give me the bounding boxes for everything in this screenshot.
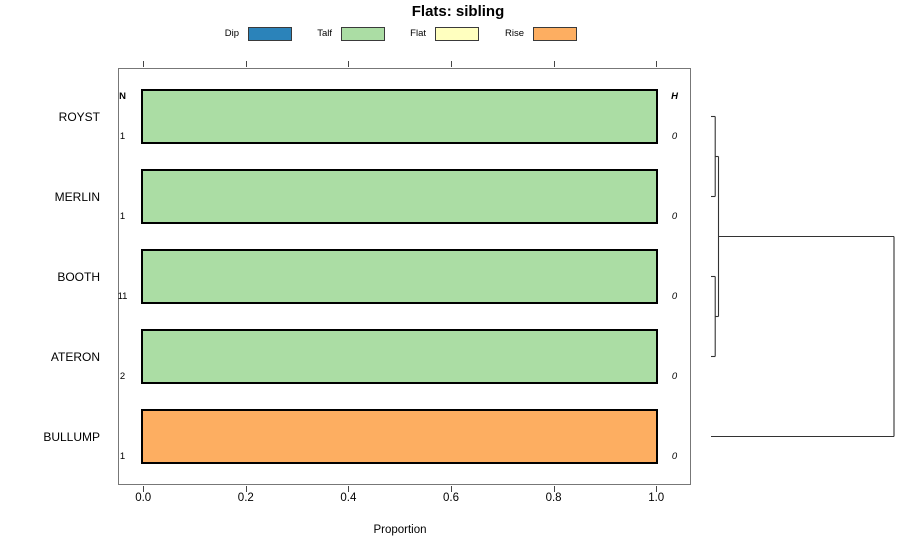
x-tick <box>451 486 452 492</box>
h-value: 0 <box>671 370 678 382</box>
n-value: 1 <box>119 450 126 462</box>
legend-label: Flat <box>410 28 426 39</box>
h-value: 0 <box>671 130 678 142</box>
n-value: 1 <box>119 130 126 142</box>
legend-swatch <box>341 27 385 41</box>
category-label: ATERON <box>50 349 100 364</box>
bar-segment <box>143 411 656 462</box>
h-value: 0 <box>671 210 678 222</box>
x-tick-label: 0.0 <box>135 492 152 504</box>
x-tick-label: 0.2 <box>237 492 254 504</box>
proportion-bar <box>141 329 658 384</box>
h-value: 0 <box>671 450 678 462</box>
x-tick <box>245 486 247 492</box>
proportion-bar <box>141 409 658 464</box>
chart-title: Flats: sibling <box>411 3 505 20</box>
legend-swatch <box>248 27 292 41</box>
x-tick <box>656 61 658 67</box>
x-tick <box>451 61 452 67</box>
x-tick <box>143 61 145 67</box>
x-tick <box>656 486 658 492</box>
bar-segment <box>143 91 656 142</box>
h-column-header: H <box>671 91 678 102</box>
plot-area <box>118 68 691 485</box>
x-tick-label: 0.4 <box>340 492 357 504</box>
category-label: MERLIN <box>54 189 100 204</box>
legend-swatch <box>435 27 479 41</box>
n-value: 1 <box>119 210 126 222</box>
category-label: BULLUMP <box>43 429 100 444</box>
bar-segment <box>143 331 656 382</box>
h-value: 0 <box>671 290 678 302</box>
legend-label: Rise <box>504 28 524 39</box>
x-axis-label: Proportion <box>373 524 427 536</box>
n-value: 2 <box>119 370 126 382</box>
x-tick-label: 0.6 <box>443 492 459 504</box>
x-tick <box>553 61 555 67</box>
x-tick <box>553 486 555 492</box>
n-value: 11 <box>117 290 128 302</box>
bar-segment <box>143 251 656 302</box>
legend-label: Dip <box>224 28 239 39</box>
x-tick <box>348 61 350 67</box>
proportion-bar <box>141 89 658 144</box>
legend-swatch <box>533 27 577 41</box>
x-tick-label: 1.0 <box>648 492 665 504</box>
x-tick <box>348 486 350 492</box>
n-column-header: N <box>119 91 126 102</box>
category-label: ROYST <box>58 109 100 124</box>
x-tick <box>245 61 247 67</box>
proportion-bar <box>141 249 658 304</box>
category-label: BOOTH <box>57 269 100 284</box>
bar-segment <box>143 171 656 222</box>
proportion-bar <box>141 169 658 224</box>
x-tick-label: 0.8 <box>545 492 562 504</box>
legend-label: Talf <box>317 28 332 39</box>
x-tick <box>143 486 145 492</box>
